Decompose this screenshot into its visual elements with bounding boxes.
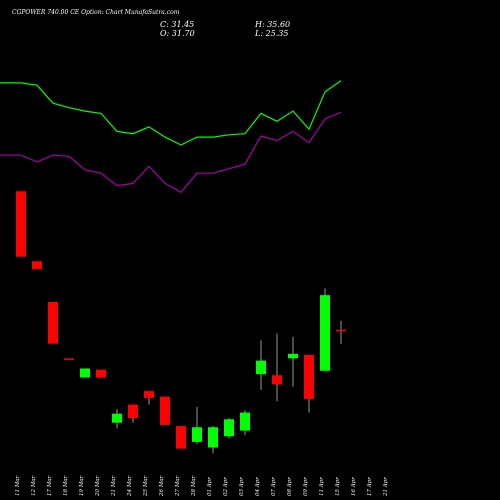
lower-band-line <box>0 111 342 194</box>
x-tick-label: 03 Apr <box>239 477 245 496</box>
candle-28-mar <box>192 406 202 445</box>
upper-band-line <box>0 80 342 146</box>
x-tick-label: 17 Mar <box>47 475 53 496</box>
x-tick-label: 04 Apr <box>255 477 261 496</box>
candle-17-mar <box>48 301 58 344</box>
candle-25-mar <box>144 391 154 405</box>
open-value: O: 31.70 <box>160 29 195 38</box>
x-tick-label: 07 Apr <box>271 477 277 496</box>
x-tick-label: 11 Apr <box>319 477 325 496</box>
candle-19-mar <box>80 368 90 378</box>
candle-body <box>160 396 170 425</box>
x-tick-label: 19 Mar <box>79 475 85 496</box>
candle-body <box>48 301 58 344</box>
candle-15-apr <box>336 320 346 345</box>
x-tick-label: 26 Mar <box>159 475 165 497</box>
candle-body <box>208 427 218 448</box>
chart-title: CGPOWER 740.00 CE Option: Chart MunafaSu… <box>12 9 180 16</box>
candle-20-mar <box>96 369 106 378</box>
x-tick-label: 17 Apr <box>367 477 373 496</box>
candle-body <box>224 419 234 437</box>
x-tick-label: 21 Apr <box>383 477 389 497</box>
x-tick-label: 21 Mar <box>111 475 117 497</box>
candle-body <box>16 191 26 257</box>
x-tick-label: 08 Apr <box>287 477 293 496</box>
close-value: C: 31.45 <box>160 20 195 29</box>
candle-body <box>144 391 154 398</box>
candle-07-apr <box>272 333 282 402</box>
candle-11-mar <box>16 191 26 257</box>
candle-21-mar <box>112 409 122 429</box>
candle-body <box>336 329 346 332</box>
x-tick-label: 15 Apr <box>335 477 341 496</box>
x-tick-label: 28 Mar <box>191 475 197 497</box>
candle-body <box>320 295 330 371</box>
candle-body <box>128 404 138 419</box>
low-value: L: 25.35 <box>255 29 289 38</box>
candle-01-apr <box>208 426 218 454</box>
candle-body <box>240 412 250 431</box>
candle-body <box>288 353 298 359</box>
candle-24-mar <box>128 404 138 423</box>
high-value: H: 35.60 <box>255 20 291 29</box>
x-tick-label: 24 Mar <box>127 475 133 497</box>
candle-body <box>304 354 314 400</box>
candle-body <box>176 426 186 449</box>
x-tick-label: 01 Apr <box>207 477 213 496</box>
x-tick-label: 09 Apr <box>303 477 309 496</box>
candle-12-mar <box>32 261 42 270</box>
x-tick-label: 16 Apr <box>351 477 357 496</box>
candle-18-mar <box>64 358 74 360</box>
candle-body <box>64 358 74 360</box>
x-tick-label: 27 Mar <box>175 475 181 497</box>
candle-body <box>256 360 266 375</box>
x-tick-label: 18 Mar <box>63 475 69 496</box>
candle-02-apr <box>224 418 234 439</box>
candle-body <box>272 375 282 385</box>
x-tick-label: 20 Mar <box>95 475 101 497</box>
candle-body <box>112 413 122 423</box>
candle-body <box>96 369 106 378</box>
candle-body <box>80 368 90 378</box>
x-tick-label: 25 Mar <box>143 475 149 497</box>
x-tick-label: 11 Mar <box>15 475 21 496</box>
candle-body <box>192 427 202 442</box>
candle-11-apr <box>320 288 330 371</box>
x-tick-label: 02 Apr <box>223 477 229 496</box>
candle-09-apr <box>304 354 314 413</box>
candle-body <box>32 261 42 270</box>
candle-08-apr <box>288 336 298 387</box>
candle-03-apr <box>240 410 250 436</box>
candle-26-mar <box>160 396 170 425</box>
candle-27-mar <box>176 426 186 449</box>
candle-04-apr <box>256 340 266 390</box>
x-tick-label: 12 Mar <box>31 475 37 496</box>
